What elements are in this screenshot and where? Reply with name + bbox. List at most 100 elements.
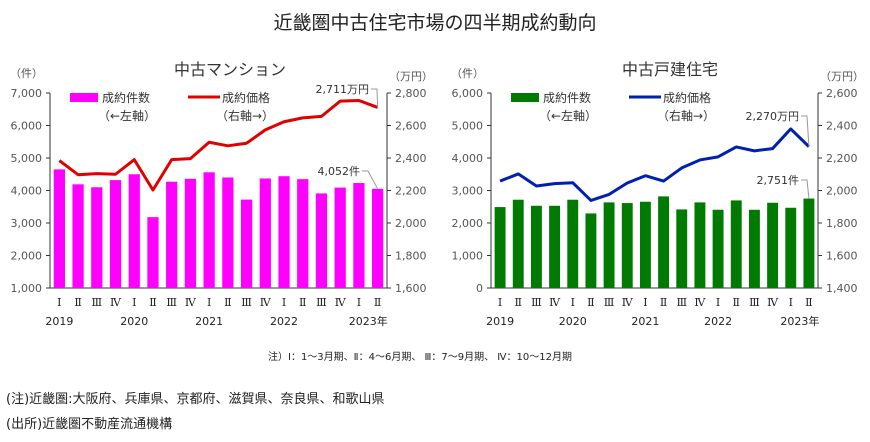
right-tick-label: 2,000 [395, 217, 427, 230]
bar [297, 179, 309, 288]
right-tick-label: 1,800 [395, 250, 427, 263]
left-tick-label: 6,000 [11, 120, 43, 133]
quarter-label: Ⅰ [643, 296, 647, 309]
bar [621, 203, 633, 288]
legend-bar-swatch [511, 93, 539, 102]
legend-bar-swatch [70, 93, 98, 102]
quarter-label: Ⅱ [660, 296, 667, 309]
left-tick-label: 7,000 [11, 87, 43, 100]
left-tick-label: 3,000 [11, 217, 43, 230]
bar [240, 199, 253, 288]
year-label: 2023年 [349, 314, 388, 328]
source-note: (出所)近畿圏不動産流通機構 [6, 417, 173, 432]
quarter-label: Ⅰ [571, 296, 575, 309]
quarter-note: 注）Ⅰ：1～3月期、Ⅱ：4～6月期、 Ⅲ：7～9月期、 Ⅳ：10～12月期 [268, 352, 572, 363]
left-tick-label: 1,000 [11, 282, 43, 295]
quarter-label: Ⅱ [515, 296, 522, 309]
quarter-label: Ⅰ [789, 296, 793, 309]
annotation-label: 2,751件 [757, 174, 800, 187]
quarter-label: Ⅰ [716, 296, 720, 309]
bar [530, 205, 542, 288]
left-tick-label: 3,000 [452, 185, 484, 198]
quarter-label: Ⅳ [694, 296, 706, 309]
left-tick-label: 5,000 [452, 120, 484, 133]
bar [748, 209, 760, 288]
quarter-label: Ⅳ [110, 296, 122, 309]
quarter-label: Ⅳ [260, 296, 272, 309]
bar [494, 207, 506, 288]
left-tick-label: 4,000 [11, 185, 43, 198]
price-line [499, 127, 810, 202]
year-label: 2021 [195, 315, 223, 328]
quarter-label: Ⅰ [282, 296, 286, 309]
bar [803, 198, 815, 288]
right-tick-label: 2,200 [395, 185, 427, 198]
legend-line-sub: （右軸→） [216, 108, 274, 123]
quarter-label: Ⅲ [676, 296, 687, 309]
annotation-label: 4,052件 [318, 165, 361, 178]
right-tick-label: 2,400 [395, 152, 427, 165]
quarter-label: Ⅱ [587, 296, 594, 309]
quarter-label: Ⅰ [357, 296, 361, 309]
legend-line-sub: （右軸→） [657, 108, 715, 123]
right-tick-label: 2,600 [826, 87, 858, 100]
bar [72, 184, 84, 288]
bar [353, 183, 365, 288]
bar [512, 199, 524, 288]
bar [315, 193, 328, 288]
quarter-label: Ⅳ [767, 296, 779, 309]
bar [712, 209, 724, 288]
bar [128, 174, 140, 288]
legend-bar-label: 成約件数 [102, 90, 150, 105]
annotation-label: 2,711万円 [316, 83, 370, 96]
left-tick-label: 4,000 [452, 152, 484, 165]
year-label: 2020 [559, 315, 587, 328]
left-tick-label: 0 [476, 282, 483, 295]
right-tick-label: 1,400 [826, 282, 858, 295]
right-tick-label: 2,000 [826, 185, 858, 198]
legend-line-label: 成約価格 [222, 90, 270, 105]
quarter-label: Ⅲ [166, 296, 177, 309]
legend-bar-sub: （←左軸） [539, 108, 597, 123]
annotation-label: 2,270万円 [746, 110, 800, 123]
annotation-leader [801, 115, 810, 147]
quarter-label: Ⅰ [57, 296, 61, 309]
quarter-label: Ⅱ [299, 296, 306, 309]
legend-bar-label: 成約件数 [543, 90, 591, 105]
bar [730, 200, 742, 288]
bar [549, 205, 561, 288]
bar [676, 209, 688, 288]
right-tick-label: 2,400 [826, 120, 858, 133]
year-label: 2019 [486, 315, 514, 328]
quarter-label: Ⅳ [185, 296, 197, 309]
year-label: 2022 [270, 315, 298, 328]
bar [372, 188, 384, 288]
bar [785, 207, 797, 288]
left-tick-label: 2,000 [11, 250, 43, 263]
chart-title: 中古戸建住宅 [622, 60, 718, 79]
quarter-label: Ⅰ [132, 296, 136, 309]
bar [91, 187, 103, 288]
quarter-label: Ⅳ [549, 296, 561, 309]
right-tick-label: 2,200 [826, 152, 858, 165]
quarter-label: Ⅰ [498, 296, 502, 309]
legend-line-label: 成約価格 [663, 90, 711, 105]
bar [603, 202, 615, 288]
right-tick-label: 1,800 [826, 217, 858, 230]
year-label: 2020 [120, 315, 148, 328]
quarter-label: Ⅲ [749, 296, 760, 309]
bar [334, 187, 346, 288]
quarter-label: Ⅲ [604, 296, 615, 309]
bar [53, 169, 65, 288]
bar [658, 196, 670, 288]
bar [109, 180, 122, 288]
bar [184, 178, 197, 288]
quarter-label: Ⅳ [335, 296, 347, 309]
right-tick-label: 2,600 [395, 120, 427, 133]
right-tick-label: 2,800 [395, 87, 427, 100]
bar [767, 202, 779, 288]
quarter-label: Ⅲ [92, 296, 103, 309]
quarter-label: Ⅱ [805, 296, 812, 309]
legend-bar-sub: （←左軸） [98, 108, 156, 123]
